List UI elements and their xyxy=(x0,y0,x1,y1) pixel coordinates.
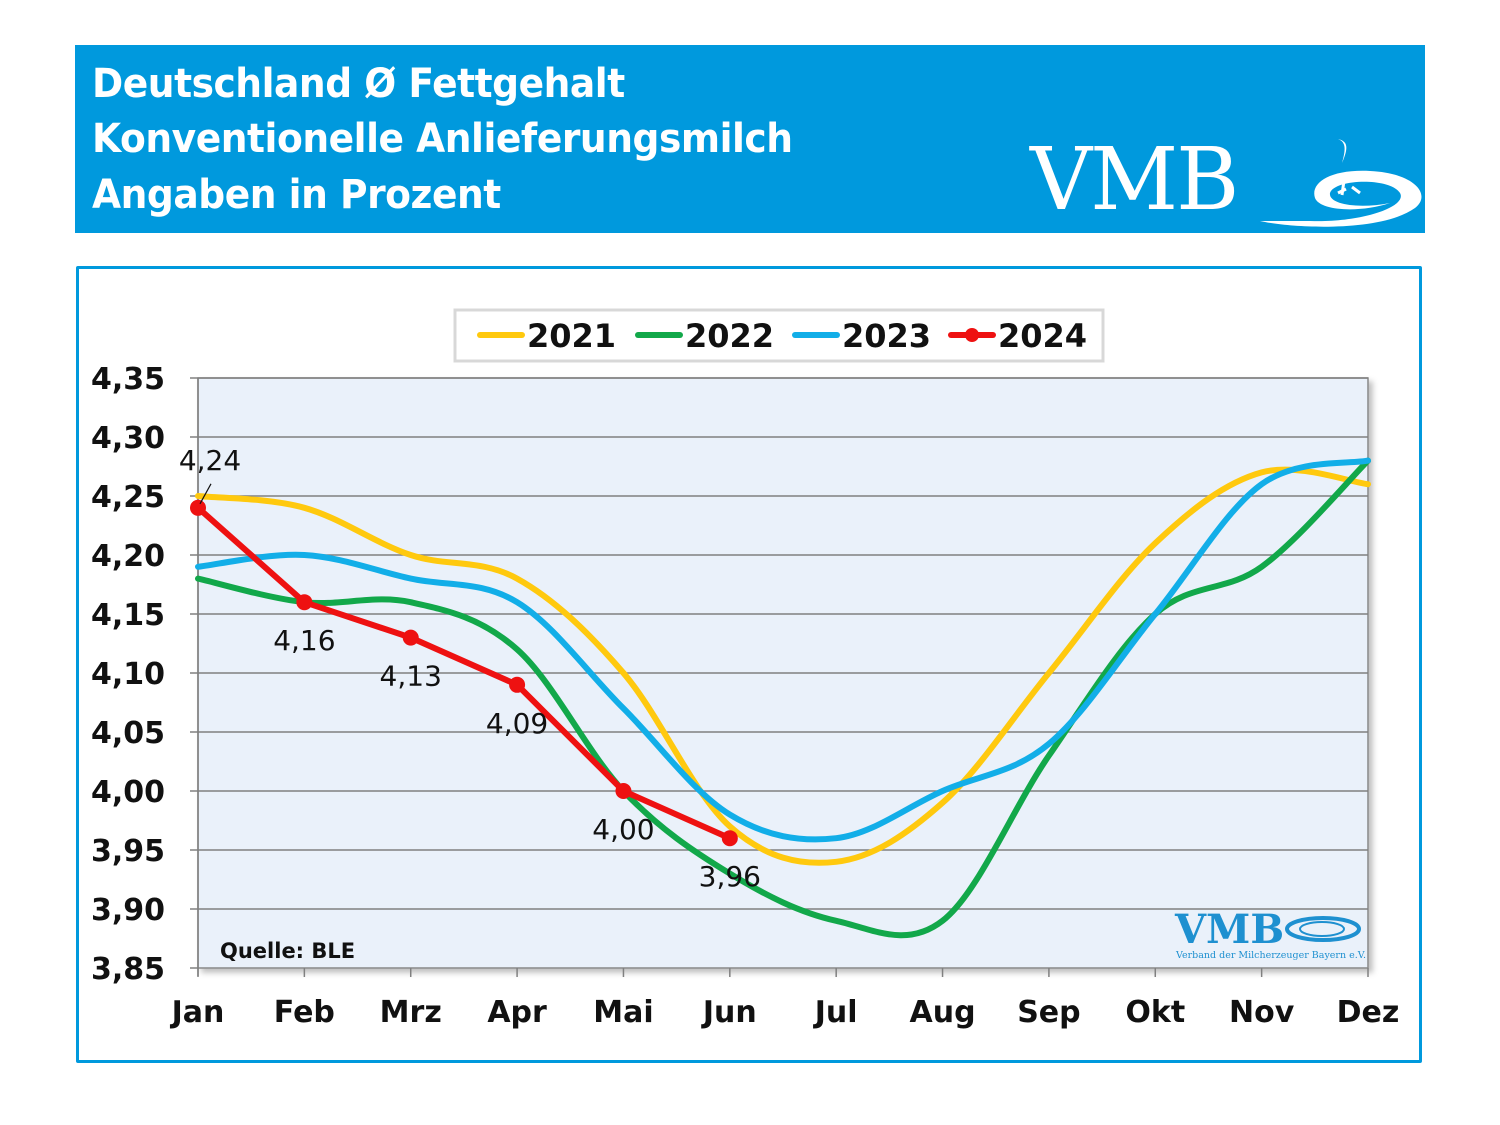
data-point-2024 xyxy=(190,499,206,516)
y-tick-label: 3,90 xyxy=(91,893,165,928)
data-label-2024: 4,13 xyxy=(380,660,442,693)
watermark-logo: VMB Verband der Milcherzeuger Bayern e.V… xyxy=(1174,906,1366,961)
vmb-logo-text: VMB xyxy=(1030,130,1239,230)
x-tick-label: Feb xyxy=(274,995,335,1030)
x-tick-label: Apr xyxy=(487,995,547,1030)
y-tick-label: 4,10 xyxy=(91,657,165,692)
x-tick-label: Okt xyxy=(1125,995,1185,1030)
source-note: Quelle: BLE xyxy=(220,939,355,963)
y-tick-label: 4,00 xyxy=(91,775,165,810)
x-tick-label: Jul xyxy=(813,995,858,1030)
series-group xyxy=(190,457,1371,939)
x-tick-label: Mrz xyxy=(380,995,442,1030)
data-point-2024 xyxy=(402,629,419,646)
x-tick-label: Nov xyxy=(1229,995,1295,1030)
data-point-2024 xyxy=(509,676,526,693)
data-point-2024 xyxy=(615,783,632,799)
y-tick-label: 3,85 xyxy=(91,952,165,987)
data-point-2024 xyxy=(296,594,313,611)
legend-label: 2023 xyxy=(842,317,931,355)
y-tick-label: 4,25 xyxy=(91,480,165,515)
y-tick-label: 4,30 xyxy=(91,421,165,456)
series-line-2024 xyxy=(195,504,733,842)
x-tick-label: Aug xyxy=(910,995,976,1030)
series-line-2021 xyxy=(195,466,1371,866)
series-line-2022 xyxy=(195,457,1371,939)
data-labels: 4,24 4,16 4,13 4,09 4,00 3,96 xyxy=(179,444,761,893)
header-banner: Deutschland Ø Fettgehalt Konventionelle … xyxy=(75,45,1425,233)
x-tick-label: Jan xyxy=(170,995,225,1030)
leader-line xyxy=(199,483,212,505)
y-tick-label: 4,15 xyxy=(91,598,165,633)
y-tick-label: 3,95 xyxy=(91,834,165,869)
gridlines xyxy=(198,377,1368,910)
data-label-2024: 3,96 xyxy=(699,860,761,893)
title-line-2: Konventionelle Anlieferungsmilch xyxy=(92,116,793,162)
legend-label: 2021 xyxy=(527,317,616,355)
data-point-2024 xyxy=(721,830,738,847)
legend-item-2024: 2024 xyxy=(948,317,1087,355)
y-tick-label: 4,35 xyxy=(91,362,165,397)
legend-label: 2024 xyxy=(998,317,1087,355)
y-tick-label: 4,20 xyxy=(91,539,165,574)
watermark-swoosh-icon xyxy=(1285,916,1361,942)
data-label-2024: 4,09 xyxy=(486,707,548,740)
legend-marker xyxy=(965,328,979,342)
title-line-1: Deutschland Ø Fettgehalt xyxy=(92,61,625,107)
x-tick-label: Jun xyxy=(701,995,757,1030)
legend-item-2022: 2022 xyxy=(635,317,774,355)
data-label-2024: 4,24 xyxy=(179,444,241,477)
data-label-2024: 4,16 xyxy=(273,624,335,657)
series-line-2023 xyxy=(195,457,1371,843)
x-tick-label: Sep xyxy=(1017,995,1080,1030)
vmb-logo-swoosh-icon xyxy=(1260,139,1422,227)
x-tick-label: Dez xyxy=(1337,995,1400,1030)
legend-item-2021: 2021 xyxy=(477,317,616,355)
legend: 2021 2022 2023 2024 xyxy=(453,308,1105,363)
y-axis: 4,35 4,30 4,25 4,20 4,15 4,10 4,05 4,00 3,95 3,90… xyxy=(91,362,198,987)
legend-item-2023: 2023 xyxy=(792,317,931,355)
data-label-2024: 4,00 xyxy=(592,813,654,846)
watermark-logo-text: VMB xyxy=(1174,906,1284,953)
y-tick-label: 4,05 xyxy=(91,716,165,751)
x-tick-label: Mai xyxy=(593,995,653,1030)
watermark-logo-subtitle: Verband der Milcherzeuger Bayern e.V. xyxy=(1175,950,1366,961)
title-line-3: Angaben in Prozent xyxy=(92,172,501,218)
x-axis: Jan Feb Mrz Apr Mai Jun Jul Aug Sep Okt Nov Dez xyxy=(170,378,1400,1030)
legend-label: 2022 xyxy=(685,317,774,355)
